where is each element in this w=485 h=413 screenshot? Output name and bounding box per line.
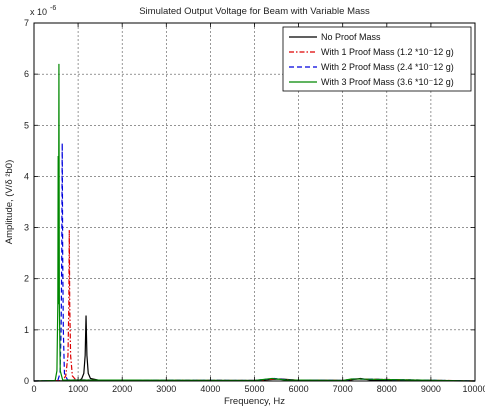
- x-tick-label: 5000: [244, 384, 264, 394]
- y-axis-label: Amplitude, (V/δ ²b0): [4, 160, 15, 244]
- grid: [34, 23, 475, 381]
- y-tick-label: 4: [24, 171, 29, 181]
- tick-layer: 0 1000 2000 3000 4000 5000 6000 7000 8000 9000 100…: [24, 18, 485, 394]
- y-exponent-power: -6: [50, 5, 56, 12]
- legend-entry-label: With 3 Proof Mass (3.6 *10⁻12 g): [321, 77, 454, 87]
- x-tick-label: 0: [31, 384, 36, 394]
- series-line-3: [33, 143, 476, 382]
- legend-entry-label: With 1 Proof Mass (1.2 *10⁻12 g): [321, 47, 454, 57]
- y-tick-label: 1: [24, 325, 29, 335]
- y-tick-label: 3: [24, 223, 29, 233]
- y-exponent-base: x 10: [30, 7, 47, 17]
- x-tick-label: 1000: [68, 384, 88, 394]
- x-tick-label: 2000: [112, 384, 132, 394]
- legend-entry-label: With 2 Proof Mass (2.4 *10⁻12 g): [321, 62, 454, 72]
- plot-area: [33, 63, 476, 382]
- y-tick-label: 7: [24, 18, 29, 28]
- x-axis-label: Frequency, Hz: [224, 396, 285, 407]
- chart-title: Simulated Output Voltage for Beam with V…: [139, 6, 370, 17]
- x-tick-label: 9000: [421, 384, 441, 394]
- legend: No Proof Mass With 1 Proof Mass (1.2 *10⁻…: [282, 26, 472, 92]
- legend-entry-label: No Proof Mass: [321, 32, 381, 42]
- x-tick-label: 4000: [200, 384, 220, 394]
- y-exponent: x 10 -6: [30, 5, 56, 17]
- x-tick-label: 6000: [289, 384, 309, 394]
- y-tick-label: 6: [24, 69, 29, 79]
- y-tick-label: 0: [24, 376, 29, 386]
- series-line-4: [33, 63, 476, 382]
- x-tick-label: 7000: [333, 384, 353, 394]
- x-tick-label: 8000: [377, 384, 397, 394]
- y-tick-label: 5: [24, 120, 29, 130]
- legend-box: [282, 26, 472, 92]
- x-tick-label: 3000: [156, 384, 176, 394]
- series-line-1: [33, 315, 476, 382]
- y-tick-label: 2: [24, 274, 29, 284]
